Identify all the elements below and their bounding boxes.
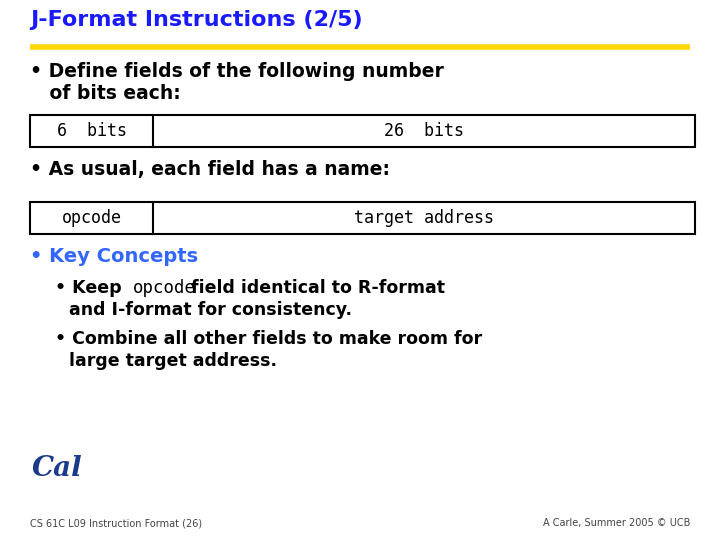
Text: • Key Concepts: • Key Concepts	[30, 247, 198, 266]
Text: large target address.: large target address.	[69, 352, 277, 370]
Text: • Combine all other fields to make room for: • Combine all other fields to make room …	[55, 330, 482, 348]
Text: target address: target address	[354, 209, 494, 227]
Text: of bits each:: of bits each:	[30, 84, 181, 103]
Text: 26  bits: 26 bits	[384, 122, 464, 140]
Text: opcode: opcode	[61, 209, 122, 227]
Text: • Keep: • Keep	[55, 279, 127, 297]
Text: CS 61C L09 Instruction Format (26): CS 61C L09 Instruction Format (26)	[30, 518, 202, 528]
Bar	[30, 202, 695, 234]
Text: and I-format for consistency.: and I-format for consistency.	[69, 301, 352, 319]
Text: J-Format Instructions (2/5): J-Format Instructions (2/5)	[30, 10, 363, 30]
Text: Cal: Cal	[32, 455, 83, 482]
Text: • As usual, each field has a name:: • As usual, each field has a name:	[30, 160, 390, 179]
Text: field identical to R-format: field identical to R-format	[185, 279, 445, 297]
Text: 6  bits: 6 bits	[56, 122, 127, 140]
Text: opcode: opcode	[133, 279, 196, 297]
Bar	[30, 115, 695, 147]
Text: A Carle, Summer 2005 © UCB: A Carle, Summer 2005 © UCB	[543, 518, 690, 528]
Text: • Define fields of the following number: • Define fields of the following number	[30, 62, 444, 81]
